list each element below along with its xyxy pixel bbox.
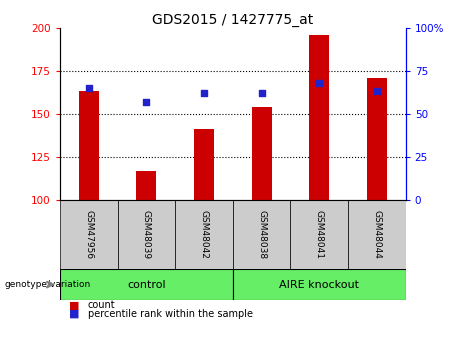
Title: GDS2015 / 1427775_at: GDS2015 / 1427775_at (152, 12, 313, 27)
Bar (233, 269, 406, 300)
Text: ■: ■ (69, 300, 80, 310)
Text: GSM48041: GSM48041 (315, 210, 324, 259)
Text: percentile rank within the sample: percentile rank within the sample (88, 309, 253, 319)
Point (315, 80, 323, 86)
Text: AIRE knockout: AIRE knockout (279, 280, 359, 289)
Text: genotype/variation: genotype/variation (5, 280, 91, 289)
Point (258, 90, 266, 96)
Point (142, 99, 150, 105)
Point (85, 85, 92, 91)
Point (200, 90, 207, 96)
Bar (233, 200, 290, 269)
Bar (60, 269, 233, 300)
Bar (348, 200, 406, 269)
Bar (194, 129, 214, 200)
Text: control: control (127, 280, 165, 289)
Bar (60, 200, 118, 269)
Bar (290, 200, 348, 269)
Bar (367, 78, 387, 200)
Text: GSM48042: GSM48042 (200, 210, 208, 259)
Text: GSM48044: GSM48044 (372, 210, 381, 259)
Bar (79, 91, 99, 200)
Text: ■: ■ (69, 309, 80, 319)
Bar (309, 34, 329, 200)
Bar (136, 171, 156, 200)
Text: GSM48038: GSM48038 (257, 210, 266, 259)
Text: GSM48039: GSM48039 (142, 210, 151, 259)
Text: GSM47956: GSM47956 (84, 210, 93, 259)
Bar (118, 200, 175, 269)
Bar (175, 200, 233, 269)
Bar (252, 107, 272, 200)
Text: count: count (88, 300, 115, 310)
Point (373, 89, 381, 94)
